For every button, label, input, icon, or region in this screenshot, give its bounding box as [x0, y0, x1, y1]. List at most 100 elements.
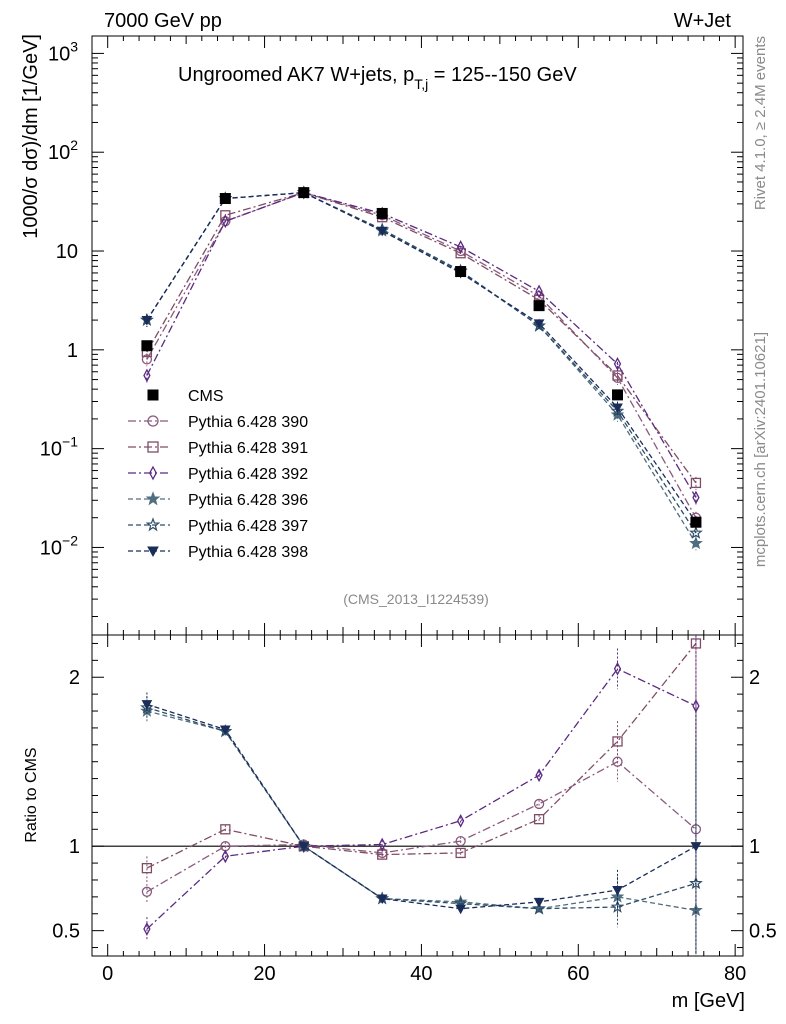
ratio-point	[535, 768, 543, 783]
mcplots-source-label: mcplots.cern.ch [arXiv:2401.10621]	[752, 332, 769, 567]
data-point	[690, 477, 702, 489]
data-point	[456, 240, 465, 254]
ratio-y-axis-label: Ratio to CMS	[23, 747, 40, 842]
ratio-line	[146, 667, 697, 930]
legend-label: Pythia 6.428 398	[188, 544, 308, 561]
ratio-axes: 0 20 40 60 800.5 0.51 12 2	[52, 635, 777, 985]
cms-data-point	[376, 207, 388, 219]
ratio-point	[376, 894, 388, 905]
main-series-group	[140, 185, 703, 551]
cms-data-point	[690, 516, 702, 528]
ratio-point	[219, 725, 231, 736]
data-point	[613, 357, 622, 371]
ratio-y-tick-label-right: 2	[749, 667, 760, 689]
cms-data-point	[612, 389, 624, 401]
y-tick-label: 102	[48, 137, 78, 164]
legend-marker	[147, 546, 159, 558]
data-point	[220, 210, 231, 221]
y-tick-label: 10−2	[40, 532, 78, 559]
ratio-y-tick-label-right: 0.5	[749, 921, 777, 943]
ratio-series-group	[140, 635, 703, 955]
cms-data-point	[219, 193, 231, 205]
data-point	[692, 490, 700, 505]
legend-entry: Pythia 6.428 392	[128, 465, 308, 483]
ratio-point	[141, 886, 153, 897]
y-tick-label: 10	[56, 241, 78, 263]
main-axes: 10−2 10−1 1 10 102 103	[40, 36, 743, 635]
legend-label: Pythia 6.428 397	[188, 518, 308, 535]
x-tick-label: 20	[253, 963, 275, 985]
analysis-id: (CMS_2013_I1224539)	[343, 591, 489, 607]
ratio-panel-frame	[91, 634, 744, 957]
x-axis-label: m [GeV]	[672, 990, 745, 1012]
y-tick-label: 1	[67, 340, 78, 362]
header-right: W+Jet	[674, 10, 732, 32]
ratio-point	[220, 824, 231, 835]
legend-label: CMS	[188, 388, 224, 405]
x-tick-label: 80	[724, 963, 746, 985]
ratio-line	[146, 760, 697, 893]
data-point	[612, 403, 623, 414]
data-point	[535, 284, 543, 299]
data-point	[610, 403, 625, 417]
y-tick-label: 10−1	[40, 434, 78, 461]
cms-data-series	[141, 187, 702, 528]
ratio-point	[533, 897, 545, 908]
cms-data-point	[533, 300, 545, 312]
ratio-point	[532, 901, 546, 915]
series-line	[146, 191, 697, 534]
ratio-series-398	[141, 692, 702, 955]
data-point	[689, 525, 703, 539]
rivet-version-label: Rivet 4.1.0, ≥ 2.4M events	[752, 36, 769, 210]
ratio-point	[455, 847, 466, 859]
legend-entry: Pythia 6.428 390	[128, 414, 308, 431]
x-tick-label: 40	[410, 963, 432, 985]
ratio-point	[221, 849, 229, 864]
ratio-y-tick-label: 0.5	[52, 921, 80, 943]
ratio-point	[455, 835, 466, 847]
main-title: Ungroomed AK7 W+jets, pT,j = 125--150 Ge…	[178, 64, 577, 92]
legend-marker	[147, 441, 159, 453]
ratio-point	[298, 842, 310, 852]
ratio-y-tick-label: 1	[69, 836, 80, 858]
legend-label: Pythia 6.428 392	[188, 466, 308, 483]
series-line	[146, 191, 697, 523]
data-point	[141, 315, 153, 326]
data-point	[533, 319, 545, 329]
legend-marker	[145, 517, 161, 532]
ratio-point	[613, 661, 622, 676]
data-point	[612, 370, 623, 381]
ratio-point	[456, 813, 465, 828]
legend-entry: Pythia 6.428 398	[128, 544, 308, 561]
ratio-point	[533, 814, 545, 825]
data-point	[376, 226, 388, 237]
cms-data-point	[455, 266, 467, 278]
data-point	[455, 248, 466, 259]
ratio-line	[146, 703, 697, 910]
legend-marker	[147, 415, 159, 427]
series-line	[146, 191, 697, 498]
legend-entry: Pythia 6.428 396	[128, 491, 308, 509]
ratio-y-tick-label: 2	[69, 667, 80, 689]
ratio-point	[690, 842, 702, 852]
legend-marker	[147, 389, 159, 401]
ratio-line	[146, 706, 697, 910]
data-point	[221, 214, 229, 229]
legend-entry: Pythia 6.428 391	[128, 440, 308, 457]
x-tick-label: 60	[567, 963, 589, 985]
ratio-y-tick-label-right: 1	[749, 836, 760, 858]
x-tick-label: 0	[102, 963, 113, 985]
ratio-line	[146, 642, 697, 869]
legend-marker	[149, 465, 157, 481]
cms-data-point	[141, 340, 153, 352]
y-tick-label: 103	[48, 38, 78, 65]
ratio-point	[141, 700, 153, 710]
ratio-point	[455, 904, 466, 915]
legend-label: Pythia 6.428 391	[188, 440, 308, 457]
ratio-point	[533, 798, 545, 810]
ratio-point	[143, 922, 151, 936]
data-point	[143, 368, 151, 383]
ratio-point	[610, 899, 625, 913]
header-left: 7000 GeV pp	[104, 10, 222, 32]
